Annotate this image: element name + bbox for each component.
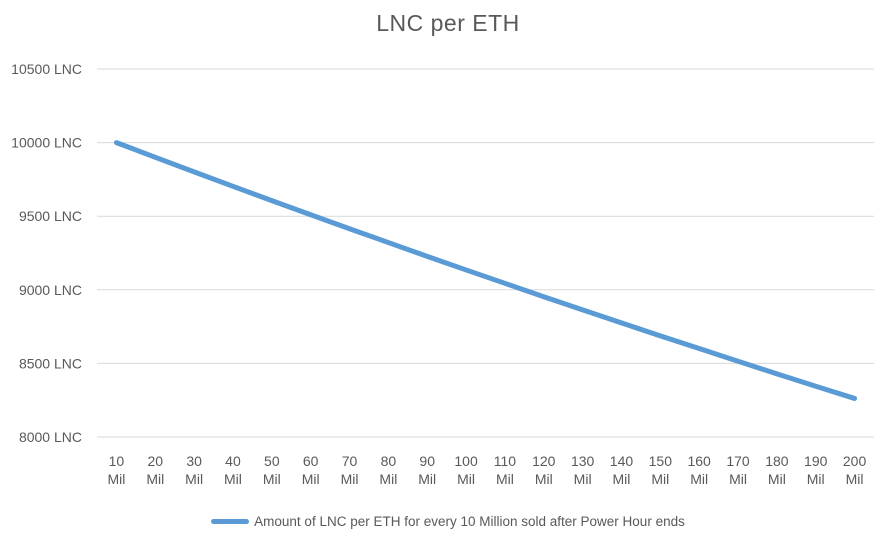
x-axis-tick-label: 10 [109,453,125,469]
y-axis-tick-label: 10000 LNC [11,135,82,151]
chart-title: LNC per ETH [376,10,520,36]
x-axis-tick-label: 100 [454,453,478,469]
legend: Amount of LNC per ETH for every 10 Milli… [0,514,896,529]
x-axis-tick-label: Mil [146,471,164,487]
series-line [113,140,858,401]
x-axis-tick-label: Mil [263,471,281,487]
x-axis-tick-label: 130 [571,453,595,469]
x-axis-tick-label: Mil [185,471,203,487]
x-axis-tick-label: Mil [457,471,475,487]
legend-label: Amount of LNC per ETH for every 10 Milli… [254,514,685,529]
y-axis-tick-label: 8500 LNC [19,355,82,371]
x-axis-tick-label: 120 [532,453,556,469]
x-axis-tick-label: 180 [765,453,789,469]
x-axis-tick-label: 150 [649,453,673,469]
x-axis-tick-label: Mil [302,471,320,487]
x-axis-tick-label: Mil [613,471,631,487]
x-axis-tick-label: 40 [225,453,241,469]
x-axis-tick-label: Mil [690,471,708,487]
x-axis-tick-label: 80 [381,453,397,469]
y-axis-tick-label: 10500 LNC [11,61,82,77]
x-axis-tick-label: 140 [610,453,634,469]
x-axis-tick-label: 110 [494,453,517,469]
x-axis-tick-label: 30 [186,453,202,469]
y-axis-tick-label: 9000 LNC [19,282,82,298]
x-axis-tick-label: 60 [303,453,319,469]
x-axis-tick-label: Mil [768,471,786,487]
x-axis-tick-label: 20 [147,453,163,469]
x-axis-tick-label: 70 [342,453,358,469]
x-axis-tick-label: 170 [726,453,750,469]
y-axis-tick-label: 9500 LNC [19,208,82,224]
legend-line-swatch [211,519,250,524]
y-axis-tick-label: 8000 LNC [19,429,82,445]
x-axis-tick-label: 50 [264,453,280,469]
x-axis-tick-label: Mil [341,471,359,487]
x-axis-tick-label: Mil [379,471,397,487]
x-axis-tick-label: Mil [574,471,592,487]
x-axis-tick-label: Mil [107,471,125,487]
x-axis-tick-label: 90 [419,453,435,469]
x-axis-tick-label: Mil [224,471,242,487]
x-axis-tick-label: Mil [496,471,514,487]
x-axis-tick-label: Mil [846,471,864,487]
x-axis-tick-label: Mil [651,471,669,487]
x-axis-tick-label: Mil [418,471,436,487]
x-axis-tick-label: Mil [807,471,825,487]
x-axis-tick-label: 200 [843,453,867,469]
x-axis-tick-label: 190 [804,453,828,469]
x-axis-tick-label: Mil [535,471,553,487]
x-axis-tick-label: 160 [687,453,711,469]
x-axis-tick-label: Mil [729,471,747,487]
